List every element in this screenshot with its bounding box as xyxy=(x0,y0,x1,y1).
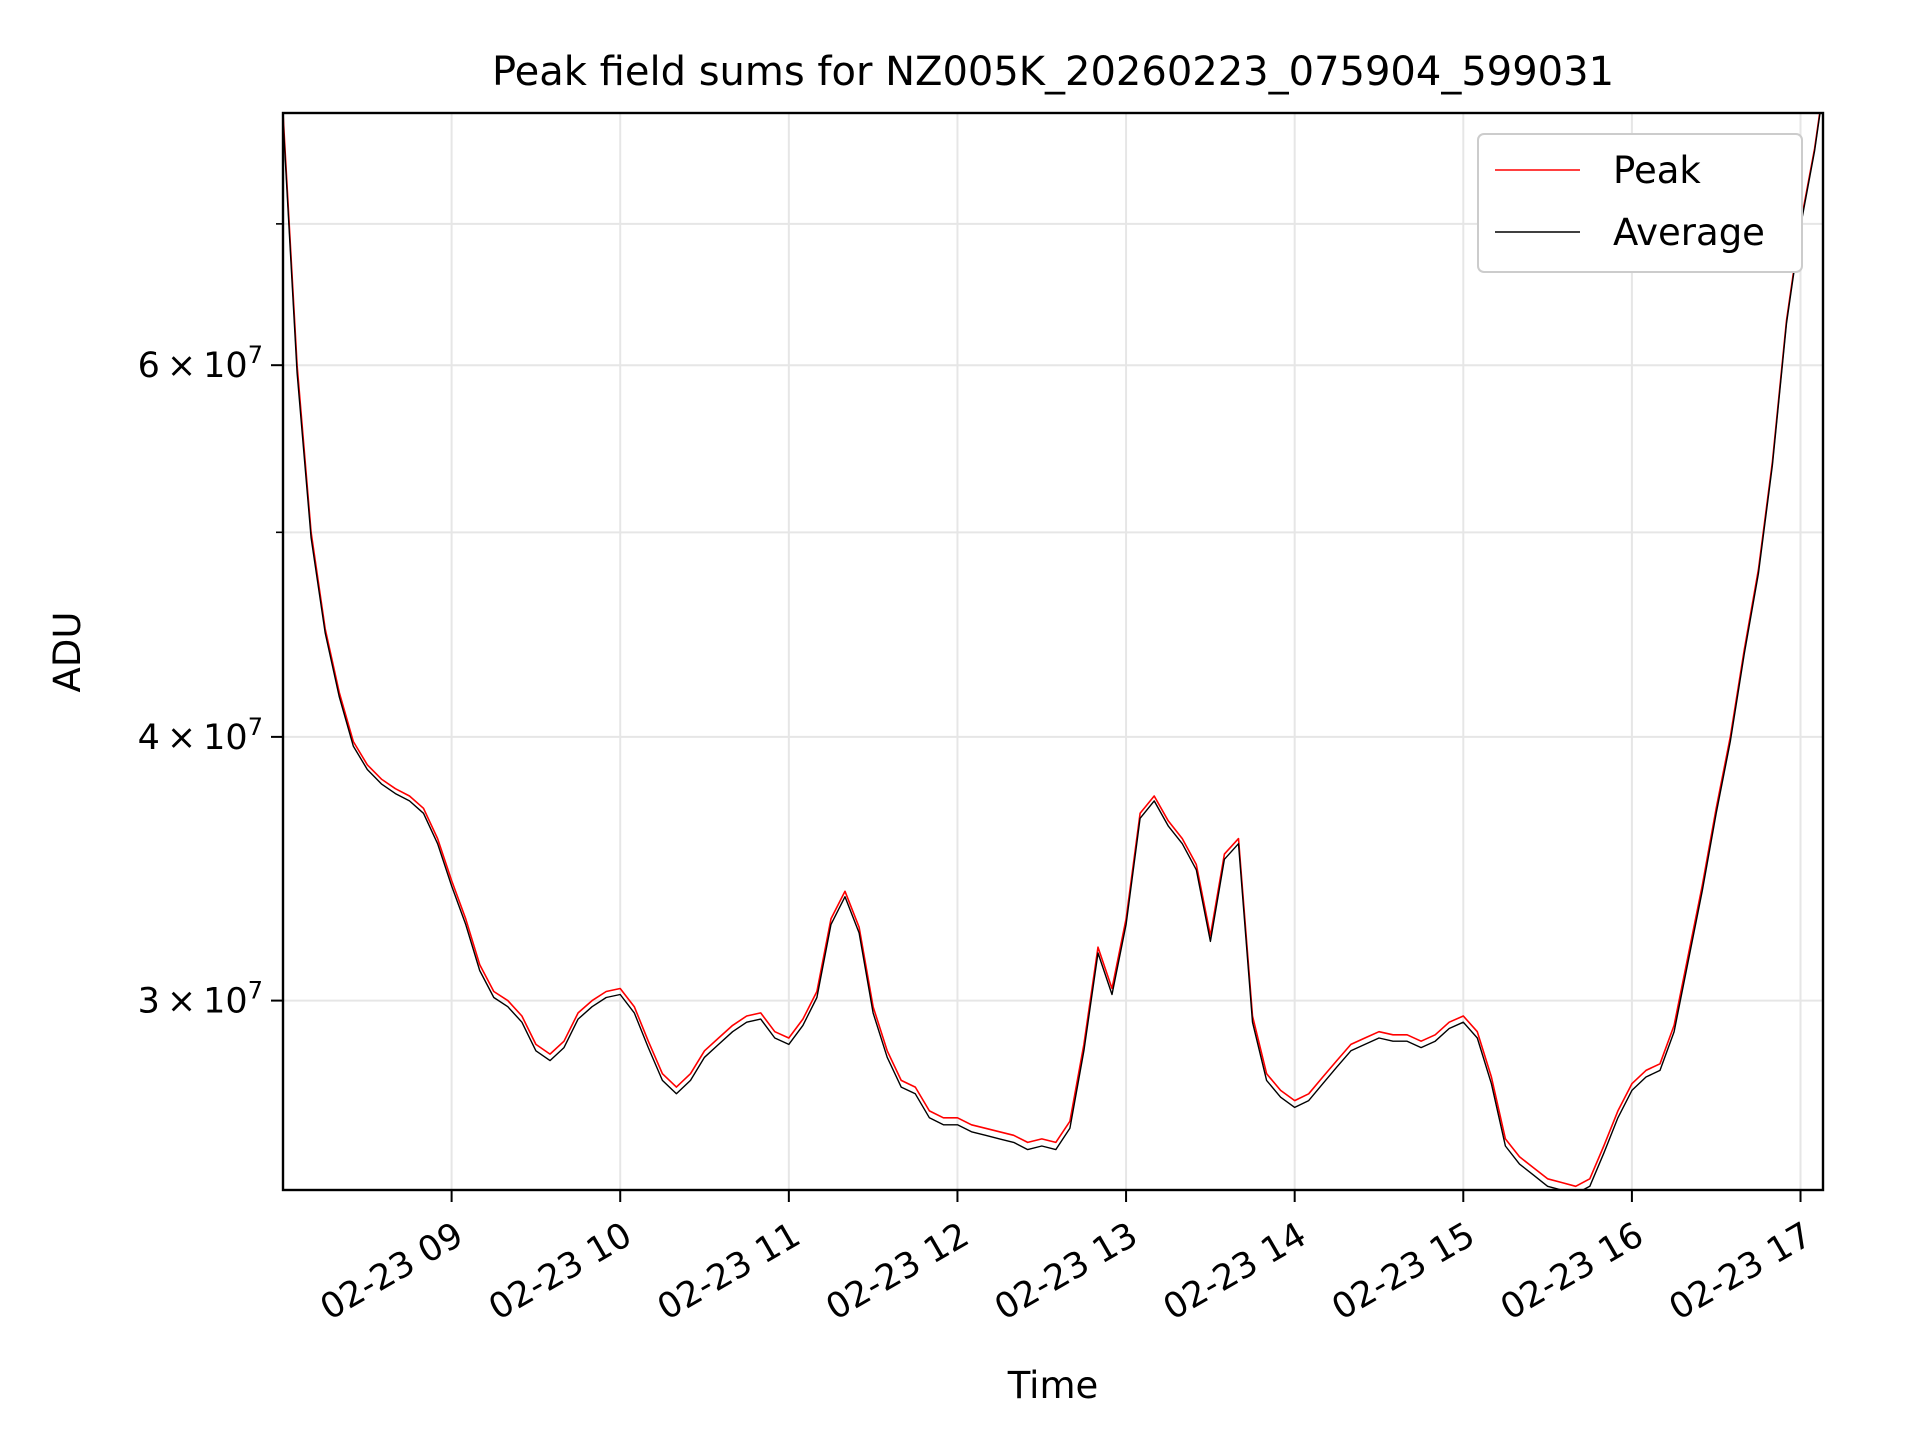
y-tick-label: 6 × 107 xyxy=(138,341,263,386)
series-line-average xyxy=(283,113,1821,1190)
grid xyxy=(283,113,1823,1190)
plot-frame xyxy=(281,111,1825,1192)
series-line-peak xyxy=(283,113,1821,1188)
legend: Peak Average xyxy=(1477,133,1803,273)
chart-title: Peak field sums for NZ005K_20260223_0759… xyxy=(492,49,1614,95)
legend-label-average: Average xyxy=(1613,211,1765,254)
legend-box xyxy=(1477,133,1803,273)
y-axis: 3 × 107 4 × 107 6 × 107 xyxy=(138,223,283,1022)
y-tick-label: 3 × 107 xyxy=(138,977,263,1022)
series-layer xyxy=(283,113,1821,1190)
y-axis-label: ADU xyxy=(46,612,89,693)
y-tick-label: 4 × 107 xyxy=(138,713,263,758)
x-axis-label: Time xyxy=(1007,1364,1099,1407)
legend-label-peak: Peak xyxy=(1613,149,1701,192)
